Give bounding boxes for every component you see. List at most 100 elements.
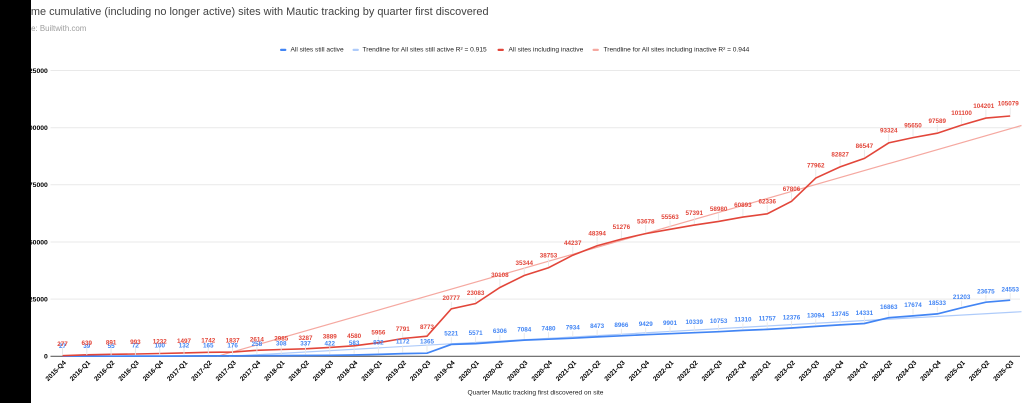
svg-text:67806: 67806 bbox=[783, 186, 801, 193]
svg-text:2017-Q1: 2017-Q1 bbox=[166, 359, 189, 382]
svg-text:20777: 20777 bbox=[443, 295, 461, 302]
svg-text:13094: 13094 bbox=[807, 313, 825, 320]
svg-text:2019-Q3: 2019-Q3 bbox=[409, 359, 432, 382]
svg-text:23675: 23675 bbox=[977, 289, 995, 296]
svg-text:Trendline for All sites includ: Trendline for All sites including inacti… bbox=[604, 47, 750, 54]
svg-text:2025-Q3: 2025-Q3 bbox=[992, 359, 1015, 382]
svg-text:891: 891 bbox=[106, 340, 117, 347]
svg-text:57391: 57391 bbox=[686, 210, 704, 217]
svg-text:All sites including inactive: All sites including inactive bbox=[509, 47, 584, 54]
svg-text:11757: 11757 bbox=[759, 316, 777, 323]
svg-text:18533: 18533 bbox=[929, 300, 947, 307]
svg-text:176: 176 bbox=[227, 343, 238, 350]
svg-text:3889: 3889 bbox=[323, 333, 338, 340]
svg-text:2022-Q2: 2022-Q2 bbox=[676, 359, 699, 382]
svg-text:2021-Q2: 2021-Q2 bbox=[579, 359, 602, 382]
svg-text:17674: 17674 bbox=[904, 302, 922, 309]
svg-text:0: 0 bbox=[44, 354, 48, 361]
svg-text:422: 422 bbox=[325, 340, 336, 347]
svg-text:16863: 16863 bbox=[880, 304, 898, 311]
svg-text:100: 100 bbox=[154, 343, 165, 350]
svg-text:2024-Q3: 2024-Q3 bbox=[895, 359, 918, 382]
svg-text:82827: 82827 bbox=[831, 152, 849, 159]
svg-text:2614: 2614 bbox=[250, 336, 265, 343]
svg-text:5571: 5571 bbox=[469, 330, 484, 337]
svg-text:308: 308 bbox=[276, 341, 287, 348]
svg-text:2018-Q2: 2018-Q2 bbox=[288, 359, 311, 382]
svg-text:9901: 9901 bbox=[663, 320, 678, 327]
svg-text:101100: 101100 bbox=[951, 110, 972, 117]
svg-text:2020-Q4: 2020-Q4 bbox=[531, 359, 554, 382]
svg-text:2017-Q4: 2017-Q4 bbox=[239, 359, 262, 382]
svg-text:97589: 97589 bbox=[929, 118, 947, 125]
svg-text:2024-Q2: 2024-Q2 bbox=[871, 359, 894, 382]
svg-text:8773: 8773 bbox=[420, 324, 435, 331]
svg-text:7791: 7791 bbox=[396, 326, 411, 333]
svg-text:58980: 58980 bbox=[710, 206, 728, 213]
svg-text:44237: 44237 bbox=[564, 240, 582, 247]
svg-text:50000: 50000 bbox=[29, 239, 48, 246]
svg-text:165: 165 bbox=[203, 343, 214, 350]
svg-text:53678: 53678 bbox=[637, 218, 655, 225]
svg-text:832: 832 bbox=[373, 340, 384, 347]
svg-text:2019-Q2: 2019-Q2 bbox=[385, 359, 408, 382]
svg-text:2020-Q2: 2020-Q2 bbox=[482, 359, 505, 382]
svg-text:5956: 5956 bbox=[371, 330, 386, 337]
svg-text:Quarter Mautic tracking first: Quarter Mautic tracking first discovered… bbox=[468, 389, 604, 396]
svg-text:5221: 5221 bbox=[444, 331, 459, 338]
svg-text:23083: 23083 bbox=[467, 290, 485, 297]
svg-text:2985: 2985 bbox=[274, 336, 289, 343]
svg-text:2017-Q3: 2017-Q3 bbox=[215, 359, 238, 382]
svg-text:55563: 55563 bbox=[661, 214, 679, 221]
svg-text:2023-Q1: 2023-Q1 bbox=[749, 359, 772, 382]
svg-text:2018-Q1: 2018-Q1 bbox=[263, 359, 286, 382]
svg-text:2020-Q1: 2020-Q1 bbox=[458, 359, 481, 382]
svg-text:277: 277 bbox=[57, 341, 68, 348]
svg-text:1365: 1365 bbox=[420, 338, 435, 345]
svg-text:Trendline for All sites still: Trendline for All sites still active R² … bbox=[363, 47, 488, 54]
svg-text:2022-Q3: 2022-Q3 bbox=[701, 359, 724, 382]
svg-text:7934: 7934 bbox=[566, 325, 581, 332]
svg-text:2019-Q4: 2019-Q4 bbox=[433, 359, 456, 382]
svg-text:2022-Q4: 2022-Q4 bbox=[725, 359, 748, 382]
svg-text:1232: 1232 bbox=[153, 339, 168, 346]
svg-text:2022-Q1: 2022-Q1 bbox=[652, 359, 675, 382]
svg-text:105079: 105079 bbox=[998, 101, 1020, 108]
svg-text:2016-Q1: 2016-Q1 bbox=[69, 359, 92, 382]
svg-text:2016-Q4: 2016-Q4 bbox=[142, 359, 165, 382]
svg-text:7084: 7084 bbox=[517, 326, 532, 333]
svg-text:8473: 8473 bbox=[590, 323, 605, 330]
svg-text:4580: 4580 bbox=[347, 333, 362, 340]
svg-text:11310: 11310 bbox=[734, 317, 752, 324]
svg-text:3287: 3287 bbox=[298, 335, 313, 342]
svg-text:86547: 86547 bbox=[856, 143, 874, 150]
svg-text:1837: 1837 bbox=[226, 337, 241, 344]
svg-text:55: 55 bbox=[108, 343, 116, 350]
svg-text:2025-Q2: 2025-Q2 bbox=[968, 359, 991, 382]
svg-text:2020-Q3: 2020-Q3 bbox=[506, 359, 529, 382]
svg-text:10339: 10339 bbox=[686, 319, 704, 326]
svg-text:95650: 95650 bbox=[904, 122, 922, 129]
svg-text:12376: 12376 bbox=[783, 314, 801, 321]
svg-text:2018-Q3: 2018-Q3 bbox=[312, 359, 335, 382]
svg-text:2024-Q4: 2024-Q4 bbox=[919, 359, 942, 382]
svg-text:2017-Q2: 2017-Q2 bbox=[190, 359, 213, 382]
svg-text:25000: 25000 bbox=[29, 297, 48, 304]
svg-text:75000: 75000 bbox=[29, 182, 48, 189]
svg-text:2019-Q1: 2019-Q1 bbox=[361, 359, 384, 382]
svg-text:132: 132 bbox=[179, 343, 190, 350]
svg-text:51276: 51276 bbox=[613, 224, 631, 231]
svg-text:72: 72 bbox=[132, 343, 140, 350]
svg-text:2018-Q4: 2018-Q4 bbox=[336, 359, 359, 382]
svg-text:All sites still active: All sites still active bbox=[291, 47, 344, 54]
svg-text:125000: 125000 bbox=[25, 68, 48, 75]
svg-text:2016-Q2: 2016-Q2 bbox=[93, 359, 116, 382]
svg-text:2024-Q1: 2024-Q1 bbox=[847, 359, 870, 382]
svg-text:9429: 9429 bbox=[639, 321, 654, 328]
svg-text:2015-Q4: 2015-Q4 bbox=[45, 359, 68, 382]
svg-text:2016-Q3: 2016-Q3 bbox=[118, 359, 141, 382]
svg-text:6306: 6306 bbox=[493, 328, 508, 335]
svg-text:993: 993 bbox=[130, 339, 141, 346]
svg-text:27: 27 bbox=[59, 343, 67, 350]
svg-text:21203: 21203 bbox=[953, 294, 971, 301]
